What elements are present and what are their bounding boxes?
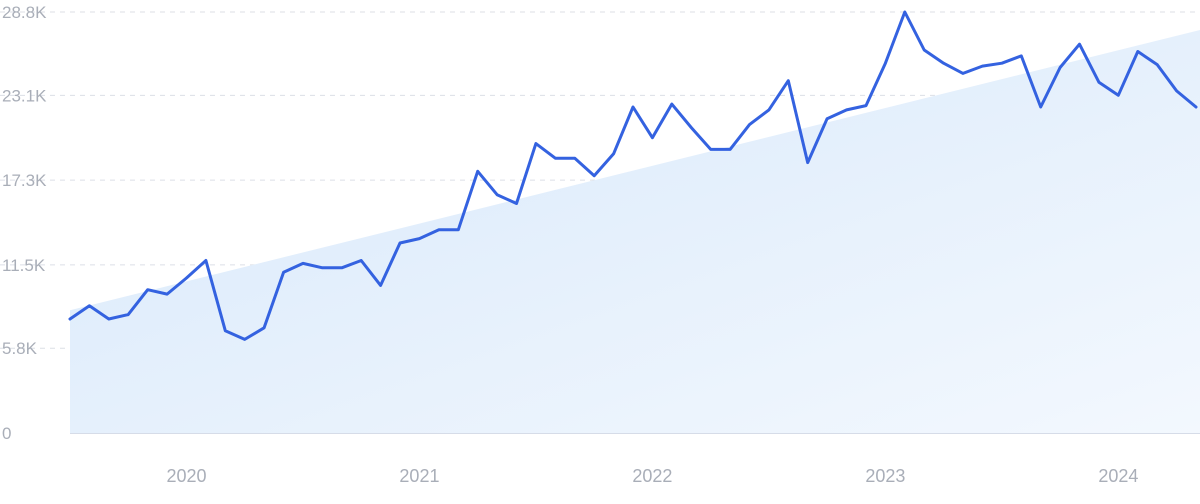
- data-point: [243, 338, 246, 341]
- data-point: [224, 329, 227, 332]
- data-point: [165, 292, 169, 296]
- data-point: [1156, 63, 1159, 66]
- data-point: [379, 284, 382, 287]
- data-point: [301, 262, 305, 265]
- data-point: [612, 152, 615, 155]
- data-point: [709, 148, 712, 151]
- data-point: [670, 102, 673, 106]
- data-point: [340, 266, 343, 269]
- data-point: [903, 10, 906, 14]
- x-tick-label: 2023: [865, 466, 905, 486]
- y-tick-label: 17.3K: [2, 171, 47, 190]
- data-point: [690, 126, 693, 129]
- trend-area-fill: [70, 30, 1200, 433]
- data-point: [748, 123, 751, 126]
- data-point: [593, 174, 596, 177]
- x-tick-label: 2020: [166, 466, 206, 486]
- x-tick-label: 2021: [399, 466, 439, 486]
- data-point: [262, 326, 266, 329]
- data-point: [515, 202, 518, 205]
- data-point: [767, 108, 771, 112]
- data-point: [204, 259, 208, 262]
- data-point: [631, 105, 635, 109]
- y-tick-label: 0: [2, 424, 11, 443]
- data-point: [146, 288, 149, 291]
- data-point: [398, 241, 402, 245]
- data-point: [1117, 94, 1120, 97]
- data-point: [1039, 105, 1042, 109]
- data-point: [1194, 105, 1198, 109]
- x-tick-label: 2024: [1098, 466, 1138, 486]
- y-tick-labels: 0 5.8K 11.5K 17.3K 23.1K 28.8K: [2, 3, 47, 443]
- y-tick-label: 11.5K: [2, 256, 46, 275]
- data-point: [864, 104, 868, 107]
- data-point: [360, 259, 363, 262]
- x-tick-labels: 2020 2021 2022 2023 2024: [166, 466, 1138, 486]
- data-point: [1000, 62, 1004, 65]
- data-point: [1078, 43, 1081, 46]
- data-point: [923, 48, 926, 52]
- y-tick-label: 23.1K: [2, 86, 47, 105]
- data-point: [495, 193, 499, 196]
- data-point: [457, 228, 460, 231]
- data-point: [437, 228, 441, 231]
- data-point: [321, 266, 324, 269]
- data-point: [825, 117, 829, 120]
- data-point: [884, 62, 887, 65]
- data-point: [107, 317, 111, 321]
- data-point: [942, 62, 945, 65]
- data-point: [282, 271, 285, 274]
- trend-area: [70, 30, 1200, 433]
- data-point: [127, 313, 130, 316]
- y-tick-label: 28.8K: [2, 3, 47, 22]
- y-tick-label: 5.8K: [2, 339, 38, 358]
- data-point: [981, 64, 984, 68]
- data-point: [1058, 66, 1062, 69]
- data-point: [728, 148, 732, 151]
- data-point: [185, 276, 188, 280]
- data-point: [961, 72, 965, 75]
- x-tick-label: 2022: [632, 466, 672, 486]
- data-point: [418, 237, 421, 240]
- data-point: [787, 79, 790, 82]
- data-point: [573, 157, 576, 160]
- data-point: [534, 142, 538, 145]
- data-point: [554, 157, 557, 160]
- data-point: [1175, 89, 1178, 93]
- data-point: [1097, 81, 1101, 84]
- data-point: [651, 136, 654, 139]
- data-point: [1020, 54, 1023, 58]
- data-point: [806, 161, 809, 164]
- data-point: [1136, 50, 1140, 53]
- data-point: [845, 108, 848, 112]
- data-point: [476, 170, 479, 173]
- data-point: [68, 317, 72, 321]
- data-point: [88, 304, 91, 307]
- series-line-layer: [68, 10, 1198, 341]
